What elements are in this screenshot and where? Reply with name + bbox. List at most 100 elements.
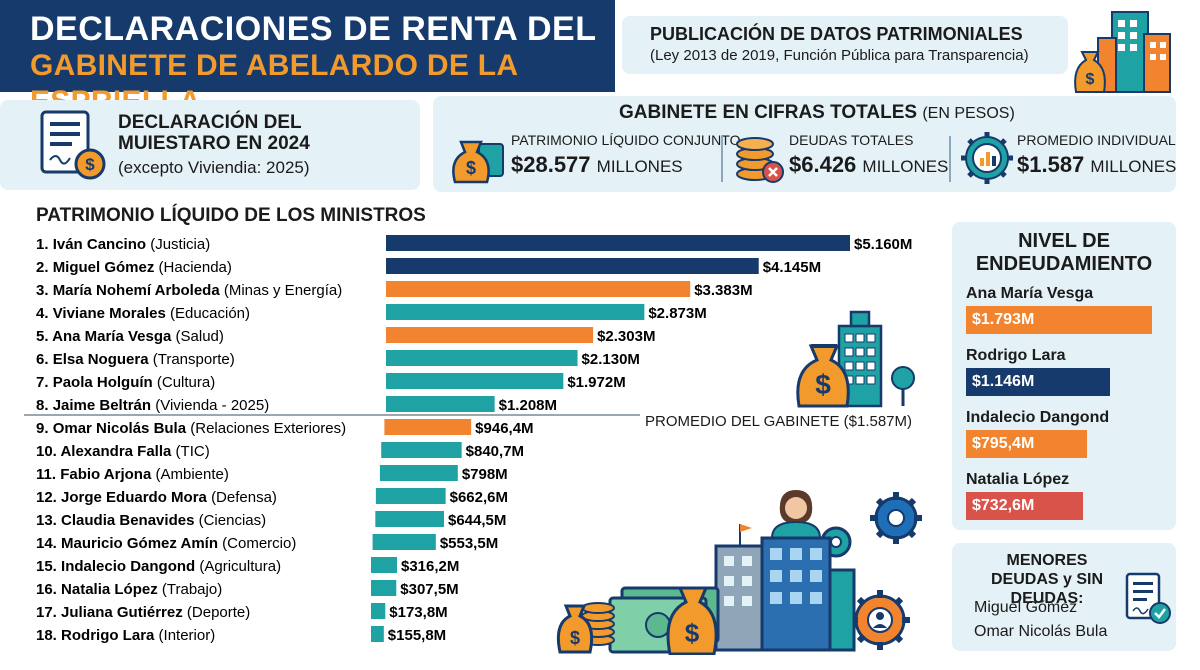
kpi-label: PATRIMONIO LÍQUIDO CONJUNTO xyxy=(511,132,741,148)
bar-value-label: $3.383M xyxy=(694,282,752,299)
bar xyxy=(386,327,594,343)
bar-row: 8. Jaime Beltrán (Vivienda - 2025) $1.208… xyxy=(36,396,557,414)
ministry: (Transporte) xyxy=(153,351,235,368)
bar-row: 13. Claudia Benavides (Ciencias) $644,5M xyxy=(36,511,506,529)
kpi-divider xyxy=(949,136,951,182)
kpi-value: $6.426 MILLONES xyxy=(789,152,948,178)
bar-category-label: 16. Natalia López (Trabajo) xyxy=(36,581,222,598)
money-bag-icon: $ xyxy=(666,586,718,655)
bar xyxy=(386,235,850,251)
rank: 7. xyxy=(36,374,53,391)
svg-text:$: $ xyxy=(466,158,476,178)
bar xyxy=(384,419,472,435)
rank: 4. xyxy=(36,305,53,322)
low-debt-name: Omar Nicolás Bula xyxy=(974,623,1108,640)
rank: 14. xyxy=(36,535,61,552)
minister-name: Indalecio Dangond xyxy=(61,558,199,575)
kpi-unit: MILLONES xyxy=(862,157,949,176)
bar-category-label: 2. Miguel Gómez (Hacienda) xyxy=(36,259,232,276)
kpi-label: DEUDAS TOTALES xyxy=(789,132,914,148)
bar-value-label: $2.873M xyxy=(648,305,706,322)
bar xyxy=(386,258,759,274)
bar-value-label: $2.303M xyxy=(597,328,655,345)
svg-text:$: $ xyxy=(685,618,700,648)
totals-box: GABINETE EN CIFRAS TOTALES (EN PESOS) $ … xyxy=(433,96,1176,192)
minister-name: Omar Nicolás Bula xyxy=(53,420,191,437)
bar-category-label: 12. Jorge Eduardo Mora (Defensa) xyxy=(36,489,277,506)
bar-row: 2. Miguel Gómez (Hacienda) $4.145M xyxy=(36,258,821,276)
kpi-deudas: DEUDAS TOTALES $6.426 MILLONES xyxy=(733,130,948,186)
bar-value-label: $840,7M xyxy=(466,443,524,460)
bar-row: 1. Iván Cancino (Justicia) $5.160M xyxy=(36,235,912,253)
rank: 2. xyxy=(36,259,53,276)
bar-value-label: $4.145M xyxy=(763,259,821,276)
svg-text:$: $ xyxy=(85,155,95,174)
bar-row: 14. Mauricio Gómez Amín (Comercio) $553,5… xyxy=(36,534,498,552)
bar-value-label: $553,5M xyxy=(440,535,498,552)
kpi-promedio: PROMEDIO INDIVIDUAL $1.587 MILLONES xyxy=(961,130,1176,186)
bar-category-label: 8. Jaime Beltrán (Vivienda - 2025) xyxy=(36,397,269,414)
debt-bar: $795,4M xyxy=(966,430,1087,458)
declaration-title: DECLARACIÓN DEL MUIESTARO EN 2024 xyxy=(118,112,310,154)
low-debt-name: Miguel Gómez xyxy=(974,599,1078,616)
ministry: (Vivienda - 2025) xyxy=(155,397,269,414)
bar xyxy=(379,465,458,481)
totals-title-unit: (EN PESOS) xyxy=(922,105,1015,122)
rank: 9. xyxy=(36,420,53,437)
bar xyxy=(381,442,462,458)
bar-value-label: $1.208M xyxy=(499,397,557,414)
bar-category-label: 4. Viviane Morales (Educación) xyxy=(36,305,250,322)
ministry: (Interior) xyxy=(159,627,216,644)
debt-bar: $732,6M xyxy=(966,492,1083,520)
bar-value-label: $5.160M xyxy=(854,236,912,253)
rank: 17. xyxy=(36,604,61,621)
minister-name: Iván Cancino xyxy=(53,236,151,253)
kpi-number: $6.426 xyxy=(789,152,857,177)
minister-name: María Nohemí Arboleda xyxy=(53,282,224,299)
minister-name: Mauricio Gómez Amín xyxy=(61,535,222,552)
totals-title: GABINETE EN CIFRAS TOTALES (EN PESOS) xyxy=(619,102,1015,124)
declaration-box: $ DECLARACIÓN DEL MUIESTARO EN 2024 (exc… xyxy=(0,100,420,190)
minister-name: Fabio Arjona xyxy=(60,466,155,483)
bar-row: 6. Elsa Noguera (Transporte) $2.130M xyxy=(36,350,640,368)
debt-name: Rodrigo Lara xyxy=(966,347,1066,364)
building-money-icon: $ xyxy=(1074,11,1171,93)
bar-row: 11. Fabio Arjona (Ambiente) $798M xyxy=(36,465,508,483)
minister-name: Miguel Gómez xyxy=(53,259,159,276)
ministry: (Ambiente) xyxy=(155,466,228,483)
bar-category-label: 1. Iván Cancino (Justicia) xyxy=(36,236,210,253)
rank: 18. xyxy=(36,627,61,644)
page-title: DECLARACIONES DE RENTA DEL xyxy=(30,10,597,48)
kpi-number: $1.587 xyxy=(1017,152,1085,177)
minister-name: Alexandra Falla xyxy=(60,443,175,460)
totals-title-text: GABINETE EN CIFRAS TOTALES xyxy=(619,102,918,123)
minister-name: Juliana Gutiérrez xyxy=(61,604,187,621)
svg-text:$: $ xyxy=(1086,71,1095,88)
gear-chart-icon xyxy=(961,132,1013,184)
bar-category-label: 5. Ana María Vesga (Salud) xyxy=(36,328,224,345)
bar-value-label: $2.130M xyxy=(582,351,640,368)
bar-category-label: 15. Indalecio Dangond (Agricultura) xyxy=(36,558,281,575)
debt-name: Indalecio Dangond xyxy=(966,409,1110,426)
money-bag-icon: $ xyxy=(452,140,504,184)
bar-value-label: $644,5M xyxy=(448,512,506,529)
bar xyxy=(371,626,384,642)
rank: 8. xyxy=(36,397,53,414)
gear-icon xyxy=(850,590,910,650)
bar xyxy=(386,304,645,320)
bar-row: 17. Juliana Gutiérrez (Deporte) $173,8M xyxy=(36,603,448,621)
rank: 16. xyxy=(36,581,61,598)
minister-name: Elsa Noguera xyxy=(53,351,153,368)
rank: 6. xyxy=(36,351,53,368)
bar xyxy=(386,373,564,389)
bar-row: 3. María Nohemí Arboleda (Minas y Energí… xyxy=(36,281,753,299)
rank: 13. xyxy=(36,512,61,529)
svg-text:$: $ xyxy=(815,369,831,400)
rank: 11. xyxy=(36,466,60,483)
minister-name: Natalia López xyxy=(61,581,162,598)
ministry: (Defensa) xyxy=(211,489,277,506)
bar-row: 10. Alexandra Falla (TIC) $840,7M xyxy=(36,442,524,460)
ministry: (Ciencias) xyxy=(199,512,267,529)
bar-row: 16. Natalia López (Trabajo) $307,5M xyxy=(36,580,459,598)
coins-debt-icon xyxy=(736,137,784,183)
